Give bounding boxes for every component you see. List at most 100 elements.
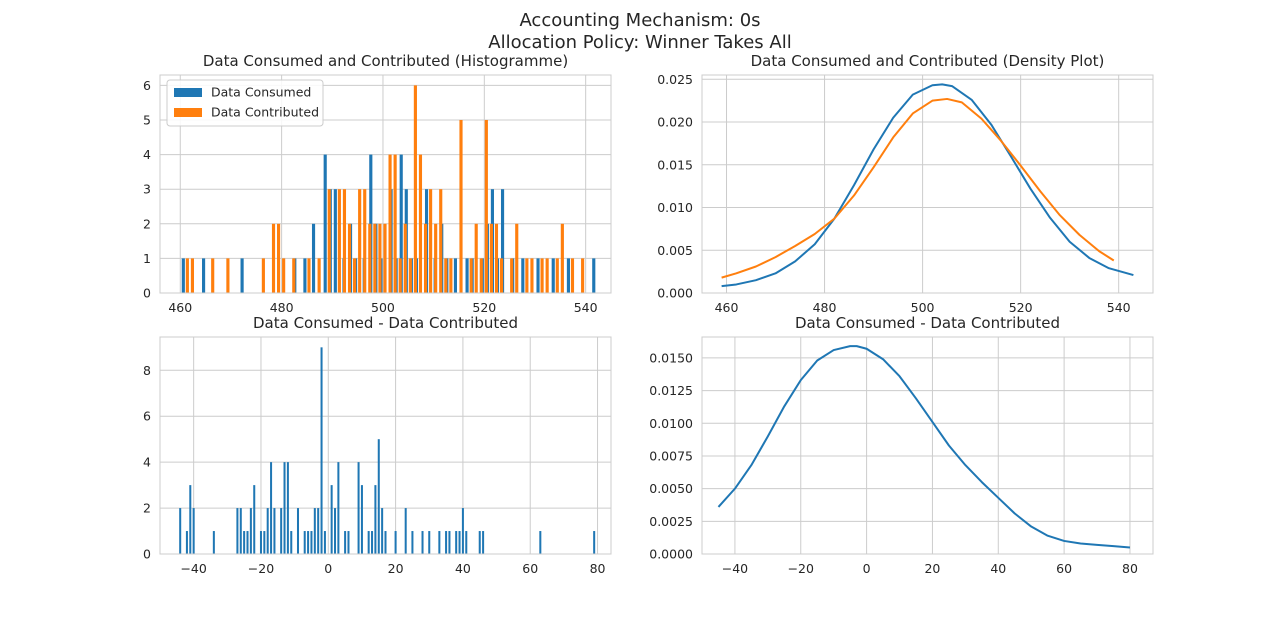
y-tick-label: 0.0075	[649, 448, 693, 463]
bar	[408, 258, 412, 293]
bar	[337, 189, 341, 293]
bar	[398, 258, 402, 293]
x-tick-label: 460	[715, 300, 739, 315]
x-tick-label: −40	[722, 561, 748, 576]
bar	[551, 258, 555, 293]
bar	[474, 223, 478, 293]
bar	[211, 258, 215, 293]
y-tick-label: 6	[143, 78, 151, 93]
y-tick-label: 0.025	[657, 72, 693, 87]
subplot-title: Data Consumed - Data Contributed	[253, 314, 518, 332]
legend: Data Consumed Data Contributed	[166, 79, 324, 127]
bar	[411, 531, 414, 554]
y-tick-label: 0.0000	[649, 547, 693, 562]
bar	[347, 223, 352, 293]
x-tick-label: 480	[270, 300, 294, 315]
legend-label: Data Consumed	[211, 85, 311, 100]
bar	[243, 531, 246, 554]
bar	[570, 258, 575, 293]
bar	[202, 258, 206, 293]
subplot-2: 460 480 500 520 540 0.000 0.005 0.010 0.015 0.020…	[657, 52, 1154, 315]
x-tick-label: 500	[371, 300, 395, 315]
y-tick-label: 3	[143, 182, 151, 197]
bar	[469, 258, 473, 293]
bar	[482, 531, 485, 554]
bar	[404, 508, 407, 554]
bar	[273, 508, 276, 554]
axes-frame	[159, 74, 612, 294]
bar	[179, 508, 182, 554]
bar	[263, 531, 266, 554]
bar	[393, 154, 397, 293]
bar	[525, 258, 529, 293]
bar	[560, 223, 564, 293]
bar	[413, 85, 417, 293]
x-tick-label: 40	[455, 561, 471, 576]
bar	[277, 223, 281, 293]
y-tick-label: 4	[143, 455, 151, 470]
bar	[428, 531, 431, 554]
y-tick-label: 0.010	[657, 200, 693, 215]
legend-swatch	[174, 108, 202, 117]
bar	[240, 258, 244, 293]
bar	[539, 531, 542, 554]
y-tick-label: 0.0050	[649, 481, 693, 496]
bar	[226, 258, 230, 293]
bar	[311, 223, 316, 293]
bar	[458, 531, 461, 554]
legend-label: Data Contributed	[211, 105, 319, 120]
bar	[358, 189, 362, 293]
bar	[296, 508, 300, 554]
bar	[286, 462, 289, 554]
bar	[313, 508, 316, 554]
bar	[323, 154, 327, 293]
density-line-2	[721, 97, 1115, 279]
bar	[581, 258, 585, 293]
x-tick-label: −20	[248, 561, 274, 576]
bar	[333, 189, 337, 293]
bar	[484, 119, 488, 293]
bar	[555, 258, 559, 293]
x-tick-label: −20	[788, 561, 814, 576]
x-tick-label: 60	[1056, 561, 1072, 576]
x-tick-label: 540	[1107, 300, 1131, 315]
bar	[465, 258, 469, 293]
bar	[423, 223, 428, 293]
y-tick-label: 0.020	[657, 115, 693, 130]
bar	[371, 531, 374, 554]
bar	[448, 531, 451, 554]
y-tick-label: 0.0025	[649, 514, 693, 529]
y-tick-label: 0.0100	[649, 416, 693, 431]
x-tick-label: 20	[924, 561, 940, 576]
bar	[344, 531, 347, 554]
x-tick-label: 520	[472, 300, 496, 315]
subplot-title: Data Consumed and Contributed (Histogram…	[203, 52, 568, 70]
bar	[499, 258, 504, 293]
bar	[360, 485, 363, 554]
bar	[445, 531, 448, 554]
bar	[303, 531, 306, 554]
subplot-3: −40 −20 0 20 40 60 80 0 2 4 6 8 Data Consumed - Data…	[143, 314, 612, 576]
bar	[271, 223, 276, 293]
bar	[266, 508, 269, 554]
bar	[357, 462, 360, 554]
bar	[489, 223, 493, 293]
y-tick-label: 0.005	[657, 243, 693, 258]
y-tick-label: 0.000	[657, 286, 693, 301]
bar	[530, 258, 534, 293]
bar	[303, 258, 307, 293]
bar	[239, 508, 242, 554]
y-tick-label: 0.0150	[649, 350, 693, 365]
bar-series-1	[179, 347, 596, 554]
bar	[212, 531, 215, 554]
bar	[290, 531, 293, 554]
bar	[249, 508, 252, 554]
subplot-1: 460 480 500 520 540 0 1 2 3 4 5 6 Data Consumed and …	[143, 52, 612, 315]
bar	[465, 531, 468, 554]
x-tick-label: 540	[574, 300, 598, 315]
bar	[593, 531, 596, 554]
x-tick-label: 0	[324, 561, 332, 576]
x-tick-label: 480	[813, 300, 837, 315]
x-tick-label: 520	[1009, 300, 1033, 315]
bar	[347, 531, 350, 554]
